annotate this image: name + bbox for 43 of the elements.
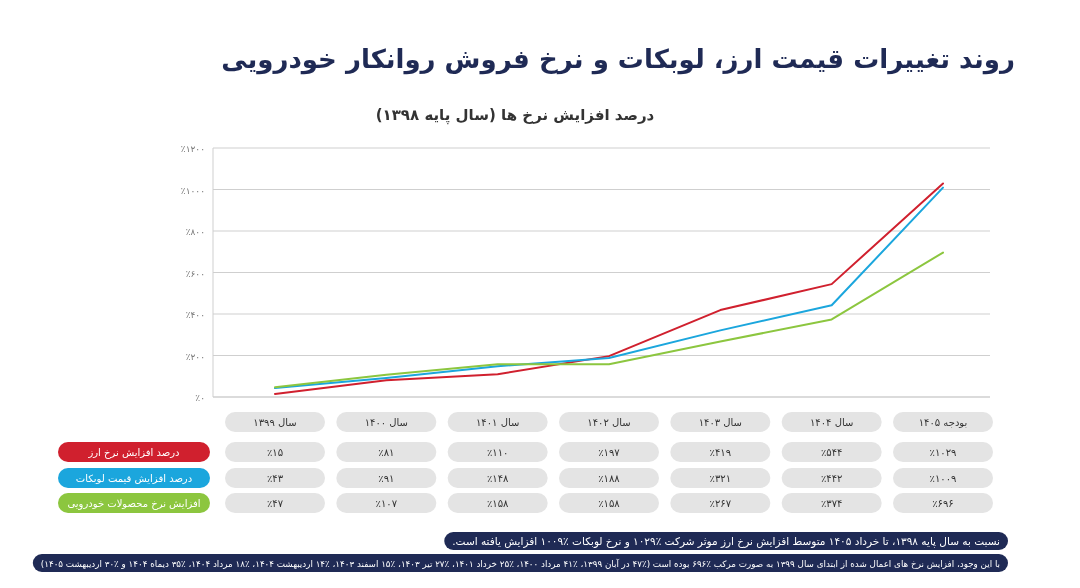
- data-label: ٪۴۱۹: [709, 447, 732, 458]
- data-label: ٪۱۱۰: [486, 447, 509, 458]
- data-label: ٪۶۹۶: [932, 498, 954, 509]
- data-label: ٪۹۱: [378, 473, 395, 484]
- chart-subtitle: درصد افزایش نرخ ها (سال پایه ۱۳۹۸): [375, 106, 655, 125]
- y-tick-label: ٪۶۰۰: [185, 268, 205, 279]
- data-label: ٪۵۴۴: [820, 447, 843, 458]
- y-tick-label: ٪۰: [195, 393, 205, 403]
- x-tick-label: سال ۱۴۰۱: [475, 417, 520, 428]
- data-label: ٪۱۸۸: [598, 473, 621, 484]
- line-series: [274, 251, 944, 389]
- data-label: ٪۱۰۰۹: [929, 473, 957, 484]
- data-label: ٪۱۵: [266, 447, 284, 458]
- text: درصد افزایش نرخ ارز: [87, 447, 180, 459]
- x-tick-label: سال ۱۴۰۳: [698, 417, 743, 428]
- y-tick-label: ٪۱۲۰۰: [180, 144, 205, 154]
- y-tick-label: ٪۸۰۰: [185, 227, 205, 237]
- data-label: ٪۱۹۷: [598, 447, 621, 458]
- data-label: ٪۱۴۸: [486, 473, 510, 484]
- data-label: ٪۱۵۸: [598, 498, 621, 509]
- x-tick-label: سال ۱۴۰۰: [364, 417, 409, 428]
- data-label: ٪۴۴۲: [820, 473, 843, 484]
- x-tick-label: سال ۱۴۰۲: [587, 417, 631, 428]
- data-label: ٪۲۶۷: [709, 498, 732, 509]
- data-label: ٪۳۷۴: [820, 498, 843, 509]
- data-label: ٪۳۲۱: [709, 473, 732, 484]
- y-tick-label: ٪۱۰۰۰: [180, 185, 205, 196]
- x-tick-label: بودجه ۱۴۰۵: [918, 417, 968, 428]
- data-label: ٪۸۱: [378, 447, 395, 458]
- text: نسبت به سال پایه ۱۳۹۸، تا خرداد ۱۴۰۵ متوسط افزایش نرخ ارز موثر شرکت ٪۱۰۲۹ و نرخ لوبکات ٪۱۰۰۹ افزایش یافته است.: [452, 535, 1000, 548]
- text: افزایش نرخ محصولات خودرویی: [67, 498, 201, 510]
- y-tick-label: ٪۴۰۰: [185, 310, 205, 320]
- x-tick-label: سال ۱۴۰۴: [809, 417, 854, 428]
- data-label: ٪۱۰۷: [375, 498, 398, 509]
- data-label: ٪۴۳: [266, 473, 284, 484]
- data-label: ٪۴۷: [266, 498, 284, 509]
- data-label: ٪۱۵۸: [486, 498, 510, 509]
- chart-title: روند تغییرات قیمت ارز، لوبکات و نرخ فروش روانکار خودرویی: [221, 44, 1015, 75]
- y-tick-label: ٪۲۰۰: [185, 351, 205, 362]
- data-label: ٪۱۰۲۹: [929, 447, 957, 458]
- text: با این وجود، افزایش نرخ های اعمال شده از ابتدای سال ۱۳۹۹ به صورت مرکب ٪۶۹۶ بوده است (٪۴۷ در آبان ۱۳۹۹، ٪۴۱ مرداد ۱۴۰۰، ٪۲۵ خرداد ۱۴۰۱، ٪۲۷ تیر ۱۴۰۳، ٪۱۵ اسفند ۱۴۰۳، ٪۱۴ اردیبهشت ۱۴۰۴، ٪۱۸ مرداد ۱۴۰۴، ٪۳۵ دیماه ۱۴۰۴ و ٪۳۰ اردیبهشت ۱۴۰۵): [40, 558, 1000, 569]
- x-tick-label: سال ۱۳۹۹: [253, 417, 297, 428]
- text: درصد افزایش قیمت لوبکات: [75, 473, 193, 484]
